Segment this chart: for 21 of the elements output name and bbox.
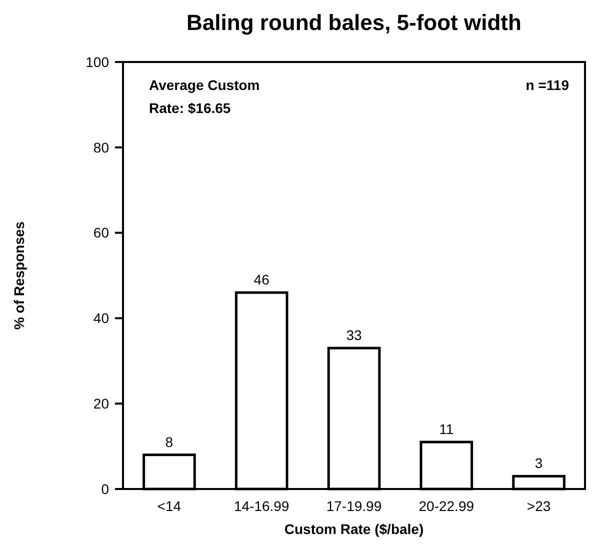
x-tick-label: 17-19.99 (326, 498, 382, 514)
y-tick-label: 0 (101, 480, 110, 497)
y-tick-label: 20 (93, 396, 110, 412)
x-tick-label: >23 (526, 498, 551, 514)
chart-title: Baling round bales, 5-foot width (186, 10, 522, 35)
x-tick-label: 14-16.99 (234, 498, 290, 514)
data-label: 3 (534, 455, 543, 472)
y-axis-title: % of Responses (11, 221, 27, 330)
y-tick-label: 60 (93, 224, 110, 241)
annotation: Average Custom Rate: $16.65 (149, 77, 260, 116)
y-tick-label: 80 (93, 139, 110, 156)
y-tick-label: 40 (93, 310, 110, 326)
x-tick-label: 20-22.99 (418, 498, 474, 514)
data-label: 8 (165, 434, 174, 450)
y-tick-label: 100 (86, 54, 110, 70)
annotation: n =119 (526, 77, 570, 93)
x-axis-title: Custom Rate ($/bale) (284, 521, 424, 537)
data-label: 11 (439, 421, 454, 438)
data-label: 33 (346, 327, 362, 344)
data-label: 46 (254, 272, 270, 288)
x-tick-label: <14 (157, 498, 182, 514)
